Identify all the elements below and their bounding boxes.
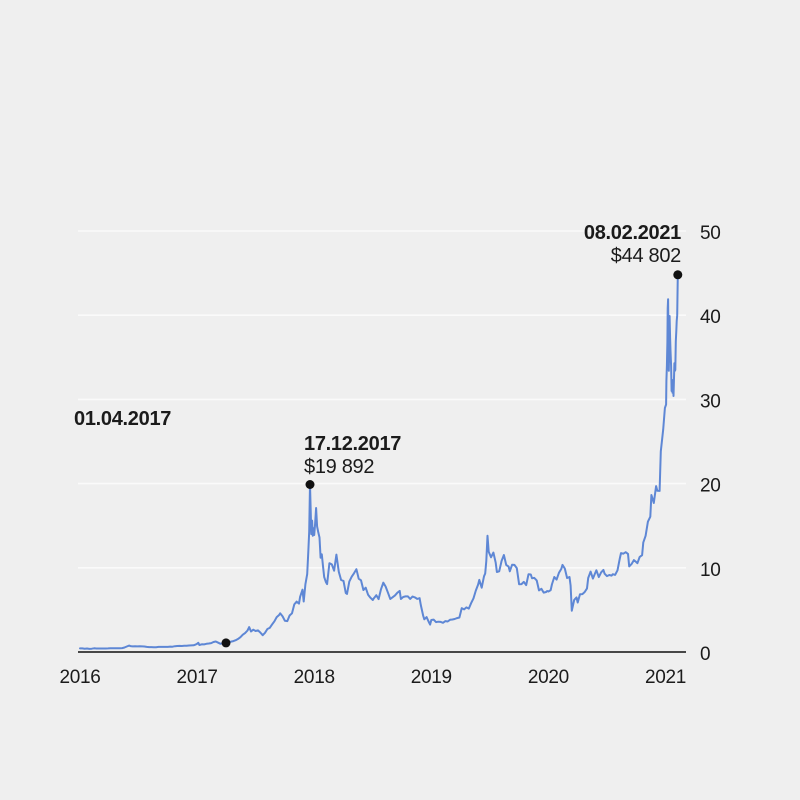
x-tick-label: 2021 [645, 667, 686, 688]
annotation-date: 17.12.2017 [304, 433, 401, 455]
y-tick-label: 0 [700, 644, 710, 665]
x-tick-label: 2016 [59, 667, 100, 688]
annotation-price: $44 802 [611, 245, 681, 267]
price-line [79, 273, 679, 650]
x-tick-label: 2018 [294, 667, 335, 688]
annotation-date: 01.04.2017 [74, 408, 171, 430]
x-tick-label: 2017 [177, 667, 218, 688]
annotation-date: 08.02.2021 [584, 222, 681, 244]
y-tick-label: 10 [700, 560, 721, 581]
y-tick-label: 50 [700, 223, 721, 244]
annotation-dot [305, 480, 315, 489]
y-tick-label: 30 [700, 391, 721, 412]
annotation-dot [673, 270, 683, 280]
annotation-price: $19 892 [304, 456, 374, 478]
y-tick-label: 20 [700, 476, 721, 497]
annotation-dot [221, 638, 231, 648]
x-tick-label: 2019 [411, 667, 452, 688]
y-tick-label: 40 [700, 307, 721, 328]
x-tick-label: 2020 [528, 667, 569, 688]
